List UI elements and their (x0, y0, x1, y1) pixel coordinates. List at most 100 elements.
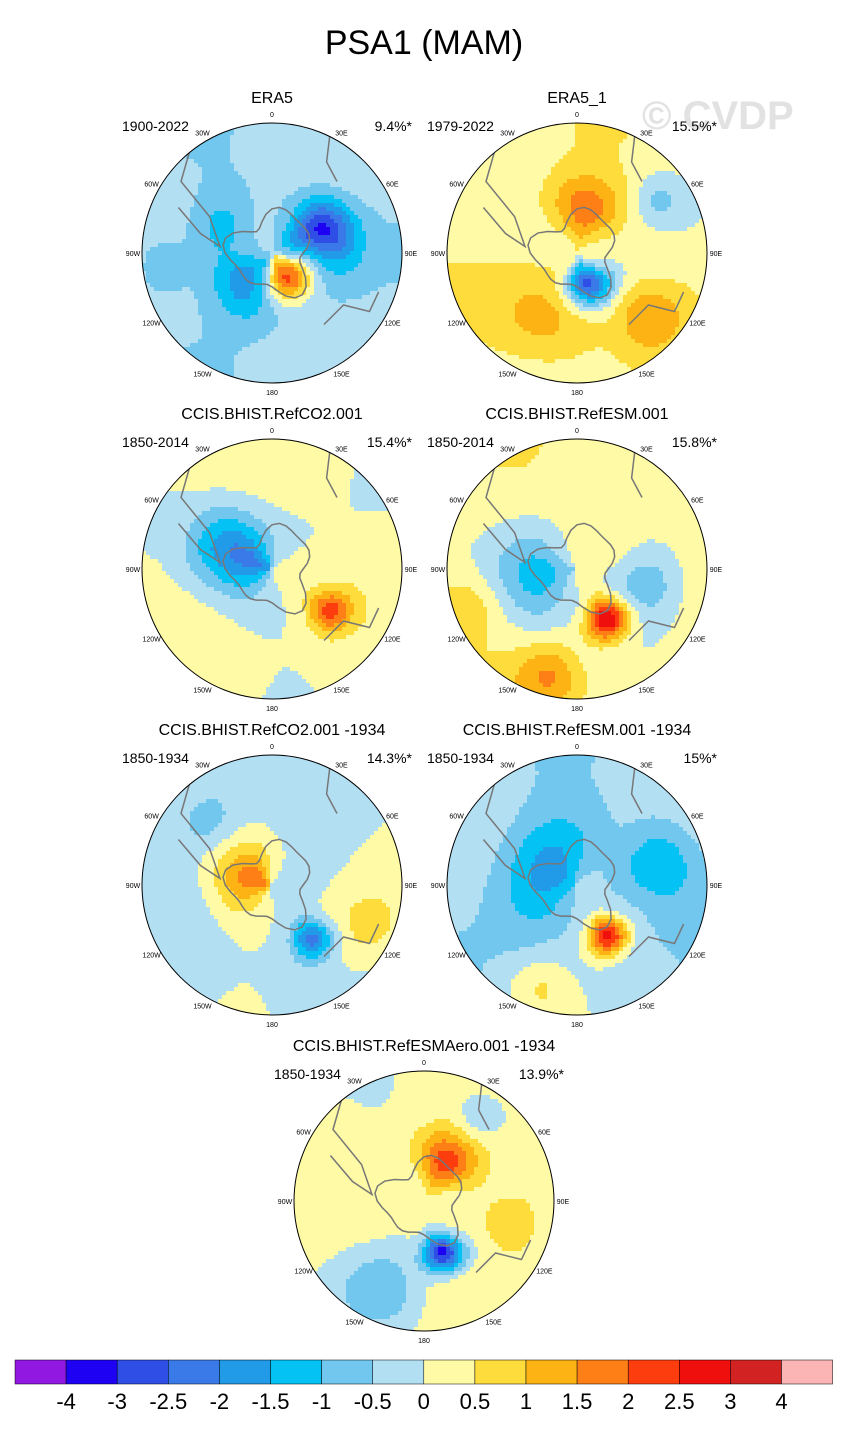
lon-label: 150W (193, 1003, 212, 1010)
lon-label: 60W (144, 498, 159, 505)
lon-label: 120W (142, 321, 161, 328)
lon-label: 90E (405, 251, 418, 258)
colorbar-swatch (116, 1359, 169, 1385)
lon-label: 30E (335, 763, 348, 770)
lon-label: 180 (266, 706, 278, 713)
lon-label: 60W (144, 814, 159, 821)
lon-label: 30W (500, 763, 515, 770)
panel-7: 0 30E 60E 90E 120E 150E 180 150W 120W 90W 60W 30W C… (274, 1038, 574, 1348)
panel-period: 1900-2022 (122, 118, 189, 134)
lon-label: 0 (422, 1060, 426, 1067)
lon-label: 150W (345, 1319, 364, 1326)
lon-label: 90E (710, 251, 723, 258)
colorbar-swatch (474, 1359, 527, 1385)
lon-label: 60W (144, 182, 159, 189)
australia-outline (475, 1239, 532, 1274)
south-america-outline (177, 451, 222, 565)
lon-label: 90E (710, 567, 723, 574)
lon-label: 0 (575, 428, 579, 435)
colorbar-label: 0 (418, 1389, 430, 1414)
panel-variance: 14.3%* (367, 750, 412, 766)
lon-label: 60W (296, 1130, 311, 1137)
colorbar-label: 1.5 (562, 1389, 593, 1414)
lon-label: 180 (266, 390, 278, 397)
panel-title: CCIS.BHIST.RefCO2.001 -1934 (122, 722, 422, 740)
lon-label: 150E (485, 1319, 502, 1326)
lon-label: 60E (386, 814, 399, 821)
colorbar-swatch (781, 1359, 833, 1385)
polar-map: 0 30E 60E 90E 120E 150E 180 150W 120W 90W 60W 30W (126, 112, 418, 397)
map-border (141, 754, 403, 1016)
lon-label: 30E (335, 447, 348, 454)
lon-label: 120E (689, 321, 706, 328)
lon-label: 30W (500, 447, 515, 454)
lon-label: 150E (638, 1003, 655, 1010)
lon-label: 150W (193, 371, 212, 378)
map-border (446, 122, 708, 384)
figure-title: PSA1 (MAM) (0, 24, 848, 63)
lon-label: 90E (405, 883, 418, 890)
lon-label: 30W (500, 131, 515, 138)
panel-variance: 13.9%* (519, 1066, 564, 1082)
lon-label: 120E (384, 637, 401, 644)
panel-title: CCIS.BHIST.RefESMAero.001 -1934 (274, 1038, 574, 1056)
colorbar-swatch (730, 1359, 782, 1385)
south-america-outline (482, 135, 527, 249)
field-shading (142, 755, 402, 1015)
south-america-outline (482, 767, 527, 881)
panel-title: ERA5 (122, 90, 422, 108)
lon-label: 90W (126, 251, 141, 258)
south-america-outline (177, 135, 222, 249)
antarctica-outline (527, 522, 616, 615)
south-america-outline (177, 767, 222, 881)
colorbar-label: -3 (107, 1389, 127, 1414)
colorbar-swatch (423, 1359, 476, 1385)
antarctica-outline (527, 206, 616, 299)
lon-label: 150E (333, 687, 350, 694)
lon-label: 0 (270, 112, 274, 119)
panel-3: 0 30E 60E 90E 120E 150E 180 150W 120W 90W 60W 30W C… (122, 406, 422, 716)
africa-outline (477, 1077, 490, 1130)
lon-label: 120W (294, 1269, 313, 1276)
lon-label: 30E (640, 131, 653, 138)
lon-label: 0 (575, 744, 579, 751)
antarctica-outline (222, 522, 311, 615)
lon-label: 180 (266, 1022, 278, 1029)
colorbar-label: 2 (622, 1389, 634, 1414)
panel-variance: 15%* (684, 750, 717, 766)
polar-map: 0 30E 60E 90E 120E 150E 180 150W 120W 90W 60W 30W (431, 428, 723, 713)
colorbar-label: -4 (56, 1389, 76, 1414)
map-border (446, 754, 708, 1016)
panel-4: 0 30E 60E 90E 120E 150E 180 150W 120W 90W 60W 30W C… (427, 406, 727, 716)
field-shading (447, 755, 707, 1015)
lon-label: 180 (571, 706, 583, 713)
lon-label: 0 (270, 744, 274, 751)
australia-outline (628, 607, 685, 642)
colorbar-label: -1 (312, 1389, 332, 1414)
africa-outline (630, 129, 643, 182)
polar-map: 0 30E 60E 90E 120E 150E 180 150W 120W 90W 60W 30W (431, 744, 723, 1029)
lon-label: 60E (386, 498, 399, 505)
panel-period: 1850-1934 (274, 1066, 341, 1082)
lon-label: 180 (571, 1022, 583, 1029)
lon-label: 90W (278, 1199, 293, 1206)
australia-outline (628, 291, 685, 326)
panel-period: 1850-1934 (427, 750, 494, 766)
map-border (293, 1070, 555, 1332)
panel-title: CCIS.BHIST.RefCO2.001 (122, 406, 422, 424)
colorbar-swatch (321, 1359, 373, 1385)
south-america-outline (482, 451, 527, 565)
africa-outline (630, 445, 643, 498)
panel-variance: 15.5%* (672, 118, 717, 134)
panel-variance: 9.4%* (375, 118, 412, 134)
colorbar-label: 2.5 (664, 1389, 695, 1414)
colorbar-swatch (14, 1359, 67, 1385)
lon-label: 60W (449, 498, 464, 505)
africa-outline (630, 761, 643, 814)
lon-label: 90W (431, 567, 446, 574)
colorbar-label: 4 (775, 1389, 787, 1414)
panel-period: 1850-1934 (122, 750, 189, 766)
africa-outline (325, 761, 338, 814)
polar-map: 0 30E 60E 90E 120E 150E 180 150W 120W 90W 60W 30W (278, 1060, 570, 1345)
colorbar-label: 3 (724, 1389, 736, 1414)
